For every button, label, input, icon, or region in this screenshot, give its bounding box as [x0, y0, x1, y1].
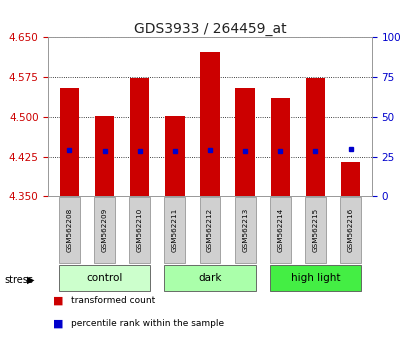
Bar [270, 265, 361, 291]
Text: transformed count: transformed count [71, 296, 156, 304]
Text: GSM562216: GSM562216 [348, 208, 354, 252]
Bar [341, 162, 360, 196]
Text: stress: stress [4, 275, 33, 285]
Bar [60, 87, 79, 196]
Bar [270, 98, 290, 196]
Bar [165, 197, 185, 263]
Text: GSM562212: GSM562212 [207, 208, 213, 252]
Text: percentile rank within the sample: percentile rank within the sample [71, 319, 225, 327]
Text: GSM562211: GSM562211 [172, 208, 178, 252]
Text: ▶: ▶ [27, 275, 35, 285]
Bar [235, 197, 255, 263]
Bar [165, 116, 184, 196]
Bar [305, 197, 326, 263]
Bar [95, 116, 114, 196]
Text: GSM562210: GSM562210 [136, 208, 143, 252]
Text: control: control [87, 273, 123, 283]
Text: ■: ■ [52, 296, 63, 306]
Bar [94, 197, 115, 263]
Bar [59, 197, 80, 263]
Bar [200, 197, 221, 263]
Text: GSM562215: GSM562215 [312, 208, 318, 252]
Text: ■: ■ [52, 319, 63, 329]
Bar [270, 197, 291, 263]
Bar [130, 78, 150, 196]
Text: GSM562208: GSM562208 [66, 208, 72, 252]
Bar [200, 52, 220, 196]
Text: high light: high light [291, 273, 340, 283]
Text: GSM562213: GSM562213 [242, 208, 248, 252]
Text: dark: dark [198, 273, 222, 283]
Bar [306, 78, 325, 196]
Bar [236, 87, 255, 196]
Bar [165, 265, 255, 291]
Bar [59, 265, 150, 291]
Text: GSM562214: GSM562214 [277, 208, 284, 252]
Title: GDS3933 / 264459_at: GDS3933 / 264459_at [134, 22, 286, 36]
Bar [129, 197, 150, 263]
Text: GSM562209: GSM562209 [102, 208, 108, 252]
Bar [340, 197, 361, 263]
